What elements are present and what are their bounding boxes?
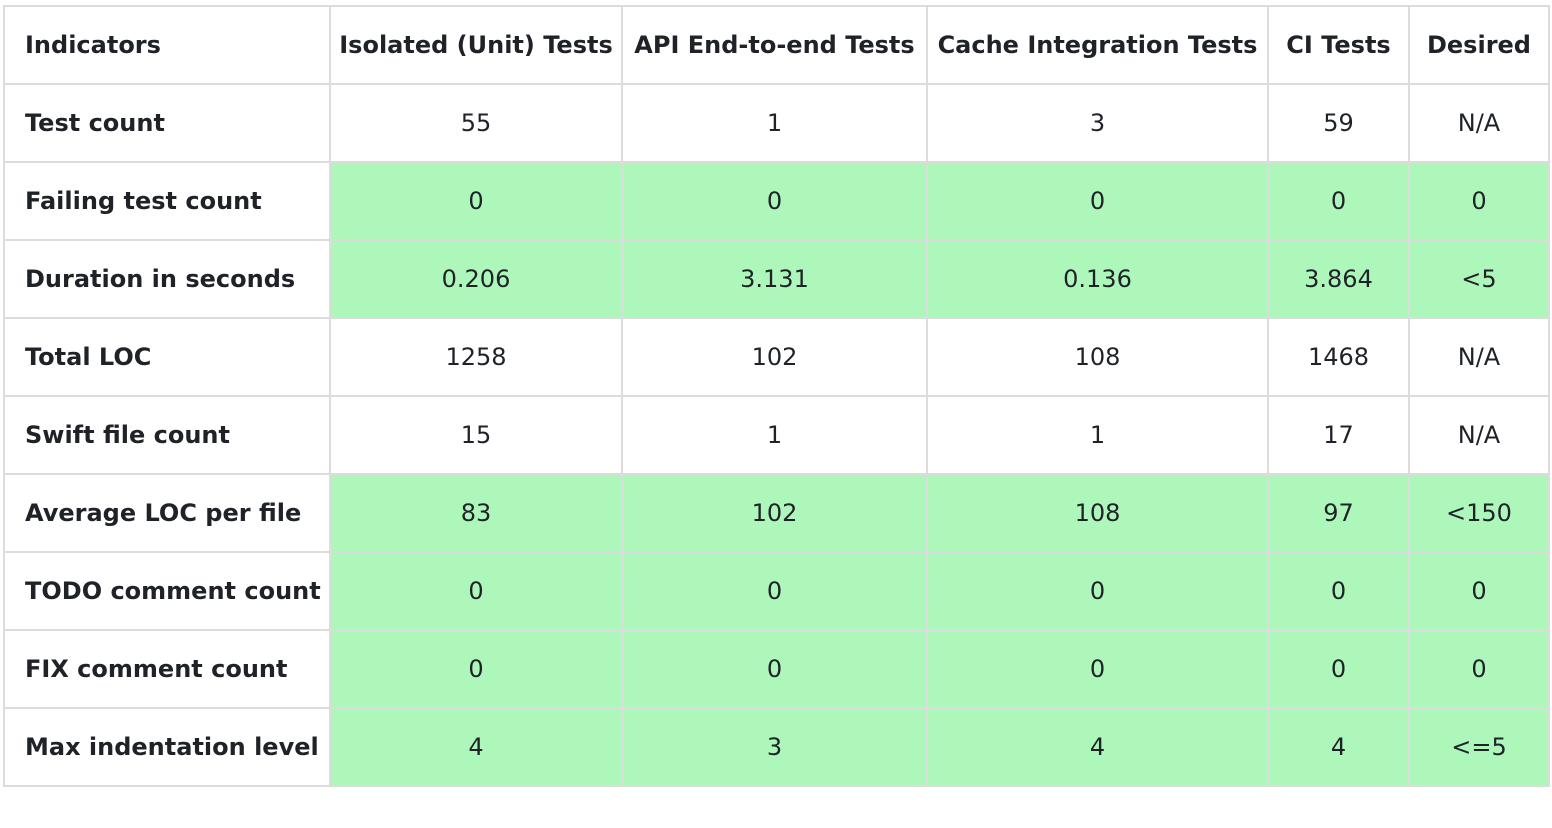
row-label: Total LOC xyxy=(3,317,331,397)
cell-value: 0.136 xyxy=(926,239,1269,319)
cell-value: 0 xyxy=(1408,629,1550,709)
table-row: FIX comment count 0 0 0 0 0 xyxy=(3,629,1550,709)
cell-value: 3.131 xyxy=(621,239,928,319)
cell-value: 0.206 xyxy=(329,239,623,319)
cell-value: <=5 xyxy=(1408,707,1550,787)
cell-value: 102 xyxy=(621,473,928,553)
cell-value: 55 xyxy=(329,83,623,163)
row-label: Test count xyxy=(3,83,331,163)
cell-value: 3 xyxy=(621,707,928,787)
header-isolated-unit-tests: Isolated (Unit) Tests xyxy=(329,5,623,85)
row-label: FIX comment count xyxy=(3,629,331,709)
cell-value: 0 xyxy=(329,551,623,631)
cell-value: 0 xyxy=(926,629,1269,709)
cell-value: 0 xyxy=(329,161,623,241)
table-row: Total LOC 1258 102 108 1468 N/A xyxy=(3,317,1550,397)
cell-value: <150 xyxy=(1408,473,1550,553)
header-row: Indicators Isolated (Unit) Tests API End… xyxy=(3,5,1550,85)
row-label: Failing test count xyxy=(3,161,331,241)
cell-value: 102 xyxy=(621,317,928,397)
cell-value: 83 xyxy=(329,473,623,553)
cell-value: 15 xyxy=(329,395,623,475)
cell-value: 3.864 xyxy=(1267,239,1410,319)
row-label: Max indentation level xyxy=(3,707,331,787)
cell-value: 0 xyxy=(926,161,1269,241)
cell-value: N/A xyxy=(1408,317,1550,397)
cell-value: 1 xyxy=(926,395,1269,475)
metrics-table: Indicators Isolated (Unit) Tests API End… xyxy=(3,5,1550,787)
table-row: Max indentation level 4 3 4 4 <=5 xyxy=(3,707,1550,787)
cell-value: 17 xyxy=(1267,395,1410,475)
header-cache-integration-tests: Cache Integration Tests xyxy=(926,5,1269,85)
header-ci-tests: CI Tests xyxy=(1267,5,1410,85)
cell-value: 4 xyxy=(329,707,623,787)
table-row: Average LOC per file 83 102 108 97 <150 xyxy=(3,473,1550,553)
cell-value: 1468 xyxy=(1267,317,1410,397)
row-label: Duration in seconds xyxy=(3,239,331,319)
row-label: Swift file count xyxy=(3,395,331,475)
cell-value: 4 xyxy=(1267,707,1410,787)
table-row: TODO comment count 0 0 0 0 0 xyxy=(3,551,1550,631)
cell-value: 0 xyxy=(621,551,928,631)
row-label: Average LOC per file xyxy=(3,473,331,553)
header-api-end-to-end-tests: API End-to-end Tests xyxy=(621,5,928,85)
cell-value: 59 xyxy=(1267,83,1410,163)
cell-value: 1258 xyxy=(329,317,623,397)
table-row: Swift file count 15 1 1 17 N/A xyxy=(3,395,1550,475)
header-desired: Desired xyxy=(1408,5,1550,85)
cell-value: N/A xyxy=(1408,83,1550,163)
cell-value: 0 xyxy=(329,629,623,709)
cell-value: 97 xyxy=(1267,473,1410,553)
header-indicators: Indicators xyxy=(3,5,331,85)
cell-value: 0 xyxy=(1408,551,1550,631)
cell-value: 4 xyxy=(926,707,1269,787)
cell-value: <5 xyxy=(1408,239,1550,319)
cell-value: 0 xyxy=(621,161,928,241)
cell-value: 3 xyxy=(926,83,1269,163)
table-row: Test count 55 1 3 59 N/A xyxy=(3,83,1550,163)
cell-value: 0 xyxy=(1267,551,1410,631)
cell-value: 0 xyxy=(1408,161,1550,241)
cell-value: 1 xyxy=(621,395,928,475)
cell-value: 0 xyxy=(1267,629,1410,709)
cell-value: 108 xyxy=(926,473,1269,553)
table-row: Failing test count 0 0 0 0 0 xyxy=(3,161,1550,241)
cell-value: 108 xyxy=(926,317,1269,397)
row-label: TODO comment count xyxy=(3,551,331,631)
cell-value: 0 xyxy=(926,551,1269,631)
cell-value: N/A xyxy=(1408,395,1550,475)
cell-value: 0 xyxy=(1267,161,1410,241)
cell-value: 1 xyxy=(621,83,928,163)
cell-value: 0 xyxy=(621,629,928,709)
table-row: Duration in seconds 0.206 3.131 0.136 3.… xyxy=(3,239,1550,319)
